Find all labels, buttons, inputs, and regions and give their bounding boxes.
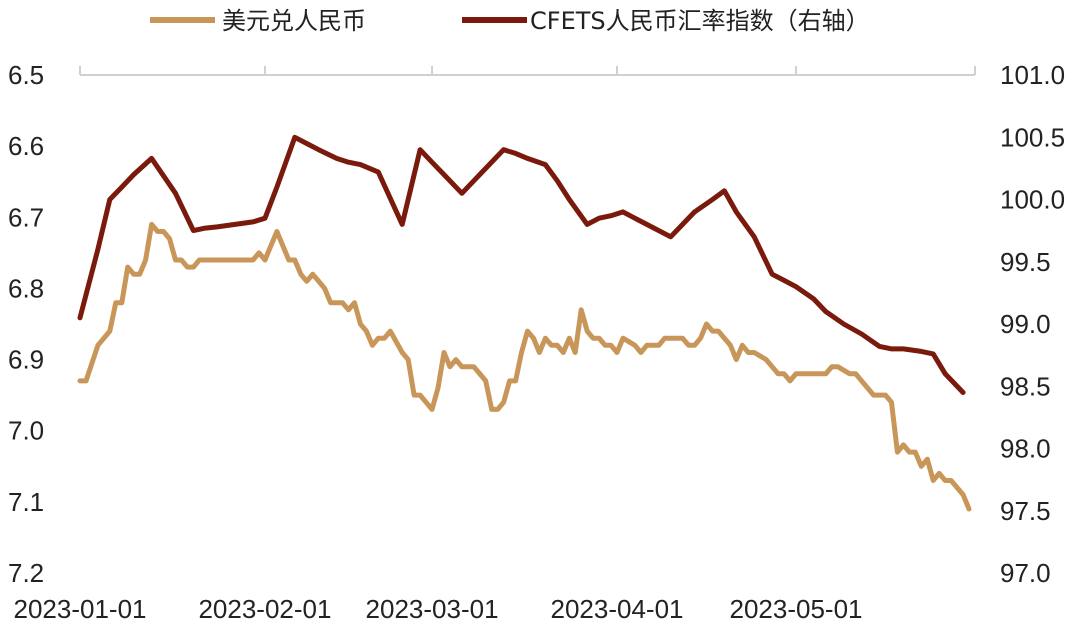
legend-label-usdcny: 美元兑人民币	[222, 7, 366, 35]
right-y-tick-label: 98.0	[1000, 434, 1051, 464]
x-tick-label: 2023-05-01	[730, 594, 863, 624]
left-y-tick-label: 6.6	[8, 131, 44, 161]
x-tick-label: 2023-02-01	[198, 594, 331, 624]
x-tick-label: 2023-03-01	[366, 594, 499, 624]
legend: 美元兑人民币 CFETS人民币汇率指数（右轴）	[150, 7, 870, 35]
series-line-usdcny	[77, 221, 972, 512]
right-y-tick-label: 97.5	[1000, 496, 1051, 526]
right-y-tick-label: 97.0	[1000, 558, 1051, 588]
right-y-tick-label: 101.0	[1000, 60, 1065, 90]
right-y-tick-label: 100.0	[1000, 185, 1065, 215]
right-y-tick-label: 98.5	[1000, 371, 1051, 401]
left-y-tick-label: 6.9	[8, 345, 44, 375]
left-y-tick-label: 7.1	[8, 487, 44, 517]
axes: 2023-01-01 2023-02-01 2023-03-01 2023-04-01…	[8, 60, 1065, 624]
x-tick-label: 2023-04-01	[551, 594, 684, 624]
left-y-tick-label: 7.2	[8, 558, 44, 588]
left-y-tick-label: 6.8	[8, 273, 44, 303]
right-y-tick-label: 99.5	[1000, 247, 1051, 277]
right-y-tick-label: 100.5	[1000, 122, 1065, 152]
x-tick-label: 2023-01-01	[14, 594, 147, 624]
right-y-tick-label: 99.0	[1000, 309, 1051, 339]
legend-label-cfets: CFETS人民币汇率指数（右轴）	[530, 7, 870, 35]
series-line-cfets	[77, 134, 966, 395]
left-y-tick-label: 6.5	[8, 60, 44, 90]
left-y-tick-label: 6.7	[8, 202, 44, 232]
left-y-tick-label: 7.0	[8, 416, 44, 446]
plot-area	[77, 134, 972, 512]
